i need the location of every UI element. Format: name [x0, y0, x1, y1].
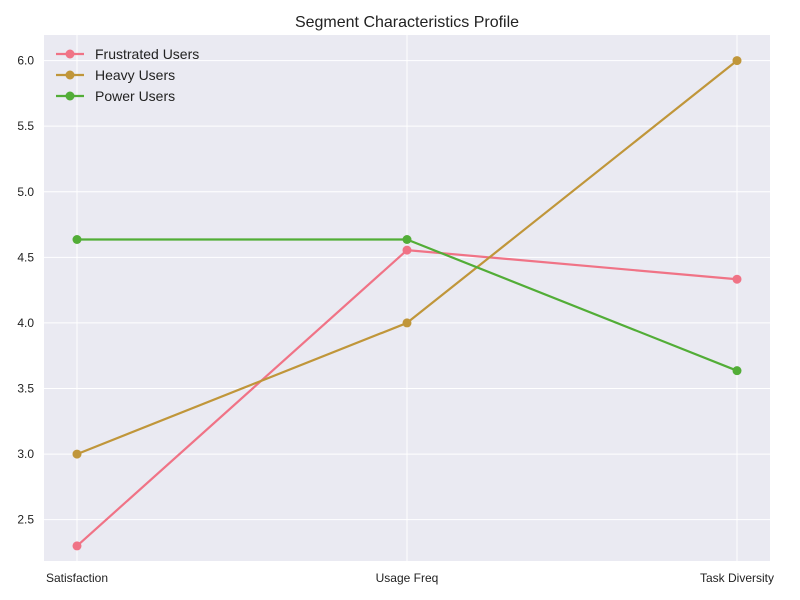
y-tick-label: 2.5: [17, 513, 34, 527]
legend-item: Frustrated Users: [56, 46, 199, 62]
y-tick-label: 3.0: [17, 447, 34, 461]
y-tick-label: 6.0: [17, 54, 34, 68]
series-2: [72, 234, 742, 376]
data-point: [732, 274, 742, 284]
legend-item: Power Users: [56, 88, 175, 104]
legend-marker: [65, 91, 75, 101]
data-point: [732, 366, 742, 376]
legend: Frustrated Users Heavy Users Power Users: [56, 46, 199, 104]
data-point: [72, 234, 82, 244]
series-layer: [72, 56, 742, 551]
legend-label: Heavy Users: [95, 67, 175, 83]
y-axis-ticks: 2.5 3.0 3.5 4.0 4.5 5.0 5.5 6.0: [17, 54, 34, 527]
grid: [44, 35, 770, 561]
legend-item: Heavy Users: [56, 67, 175, 83]
data-point: [72, 541, 82, 551]
x-tick-label: Satisfaction: [46, 571, 108, 585]
legend-marker: [65, 70, 75, 80]
chart-title: Segment Characteristics Profile: [295, 14, 519, 31]
legend-marker: [65, 49, 75, 59]
y-tick-label: 3.5: [17, 382, 34, 396]
legend-label: Power Users: [95, 88, 175, 104]
x-tick-label: Usage Freq: [376, 571, 439, 585]
series-1: [72, 56, 742, 459]
data-point: [72, 449, 82, 459]
data-point: [402, 234, 412, 244]
x-axis-ticks: Satisfaction Usage Freq Task Diversity: [46, 571, 774, 585]
data-point: [402, 318, 412, 328]
x-tick-label: Task Diversity: [700, 571, 774, 585]
y-tick-label: 4.5: [17, 250, 34, 264]
series-0: [72, 245, 742, 551]
y-tick-label: 5.5: [17, 119, 34, 133]
data-point: [732, 56, 742, 66]
y-tick-label: 5.0: [17, 185, 34, 199]
legend-label: Frustrated Users: [95, 46, 199, 62]
data-point: [402, 245, 412, 255]
y-tick-label: 4.0: [17, 316, 34, 330]
